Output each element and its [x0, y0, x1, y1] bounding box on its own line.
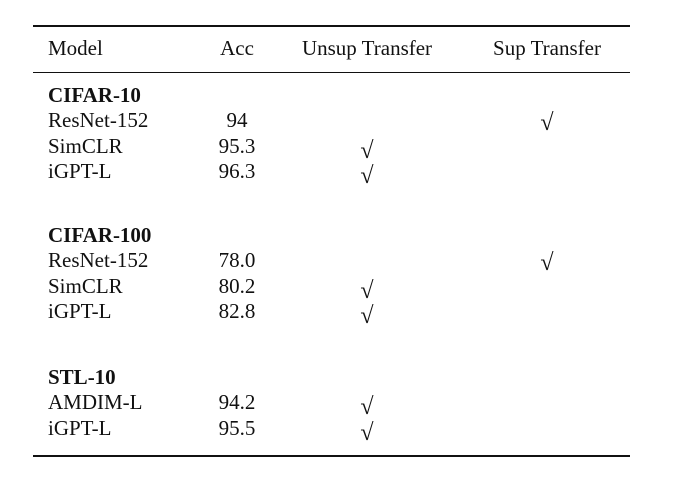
row-acc: 82.8 — [218, 299, 256, 324]
top-rule — [33, 25, 630, 27]
sup-check-icon: √ — [540, 110, 554, 136]
row-acc: 80.2 — [218, 273, 256, 298]
row-acc: 96.3 — [218, 159, 256, 184]
unsup-check-icon: √ — [360, 137, 374, 164]
row-acc: 94.2 — [218, 390, 256, 414]
unsup-check-icon: √ — [360, 394, 374, 420]
group-heading: CIFAR-10 — [48, 83, 141, 107]
header-unsup-transfer: Unsup Transfer — [301, 36, 433, 60]
row-model: ResNet-152 — [48, 108, 149, 132]
group-heading: CIFAR-100 — [48, 223, 152, 247]
row-model: AMDIM-L — [48, 390, 143, 414]
row-acc: 95.3 — [218, 133, 256, 158]
row-model: iGPT-L — [48, 415, 112, 440]
header-acc: Acc — [220, 36, 254, 60]
header-sup-transfer: Sup Transfer — [493, 36, 601, 60]
unsup-check-icon: √ — [360, 163, 374, 190]
unsup-check-icon: √ — [360, 277, 374, 304]
row-model: iGPT-L — [48, 299, 112, 324]
row-acc: 78.0 — [218, 248, 256, 272]
row-acc: 94 — [226, 108, 248, 132]
row-model: SimCLR — [48, 133, 123, 158]
row-acc: 95.5 — [218, 415, 256, 440]
bottom-rule — [33, 455, 630, 457]
row-model: SimCLR — [48, 273, 123, 298]
group-heading: STL-10 — [48, 365, 116, 389]
sup-check-icon: √ — [540, 250, 554, 276]
row-model: ResNet-152 — [48, 248, 149, 272]
header-model: Model — [48, 36, 103, 60]
unsup-check-icon: √ — [360, 303, 374, 330]
unsup-check-icon: √ — [360, 419, 374, 446]
header-rule — [33, 72, 630, 73]
row-model: iGPT-L — [48, 159, 112, 184]
